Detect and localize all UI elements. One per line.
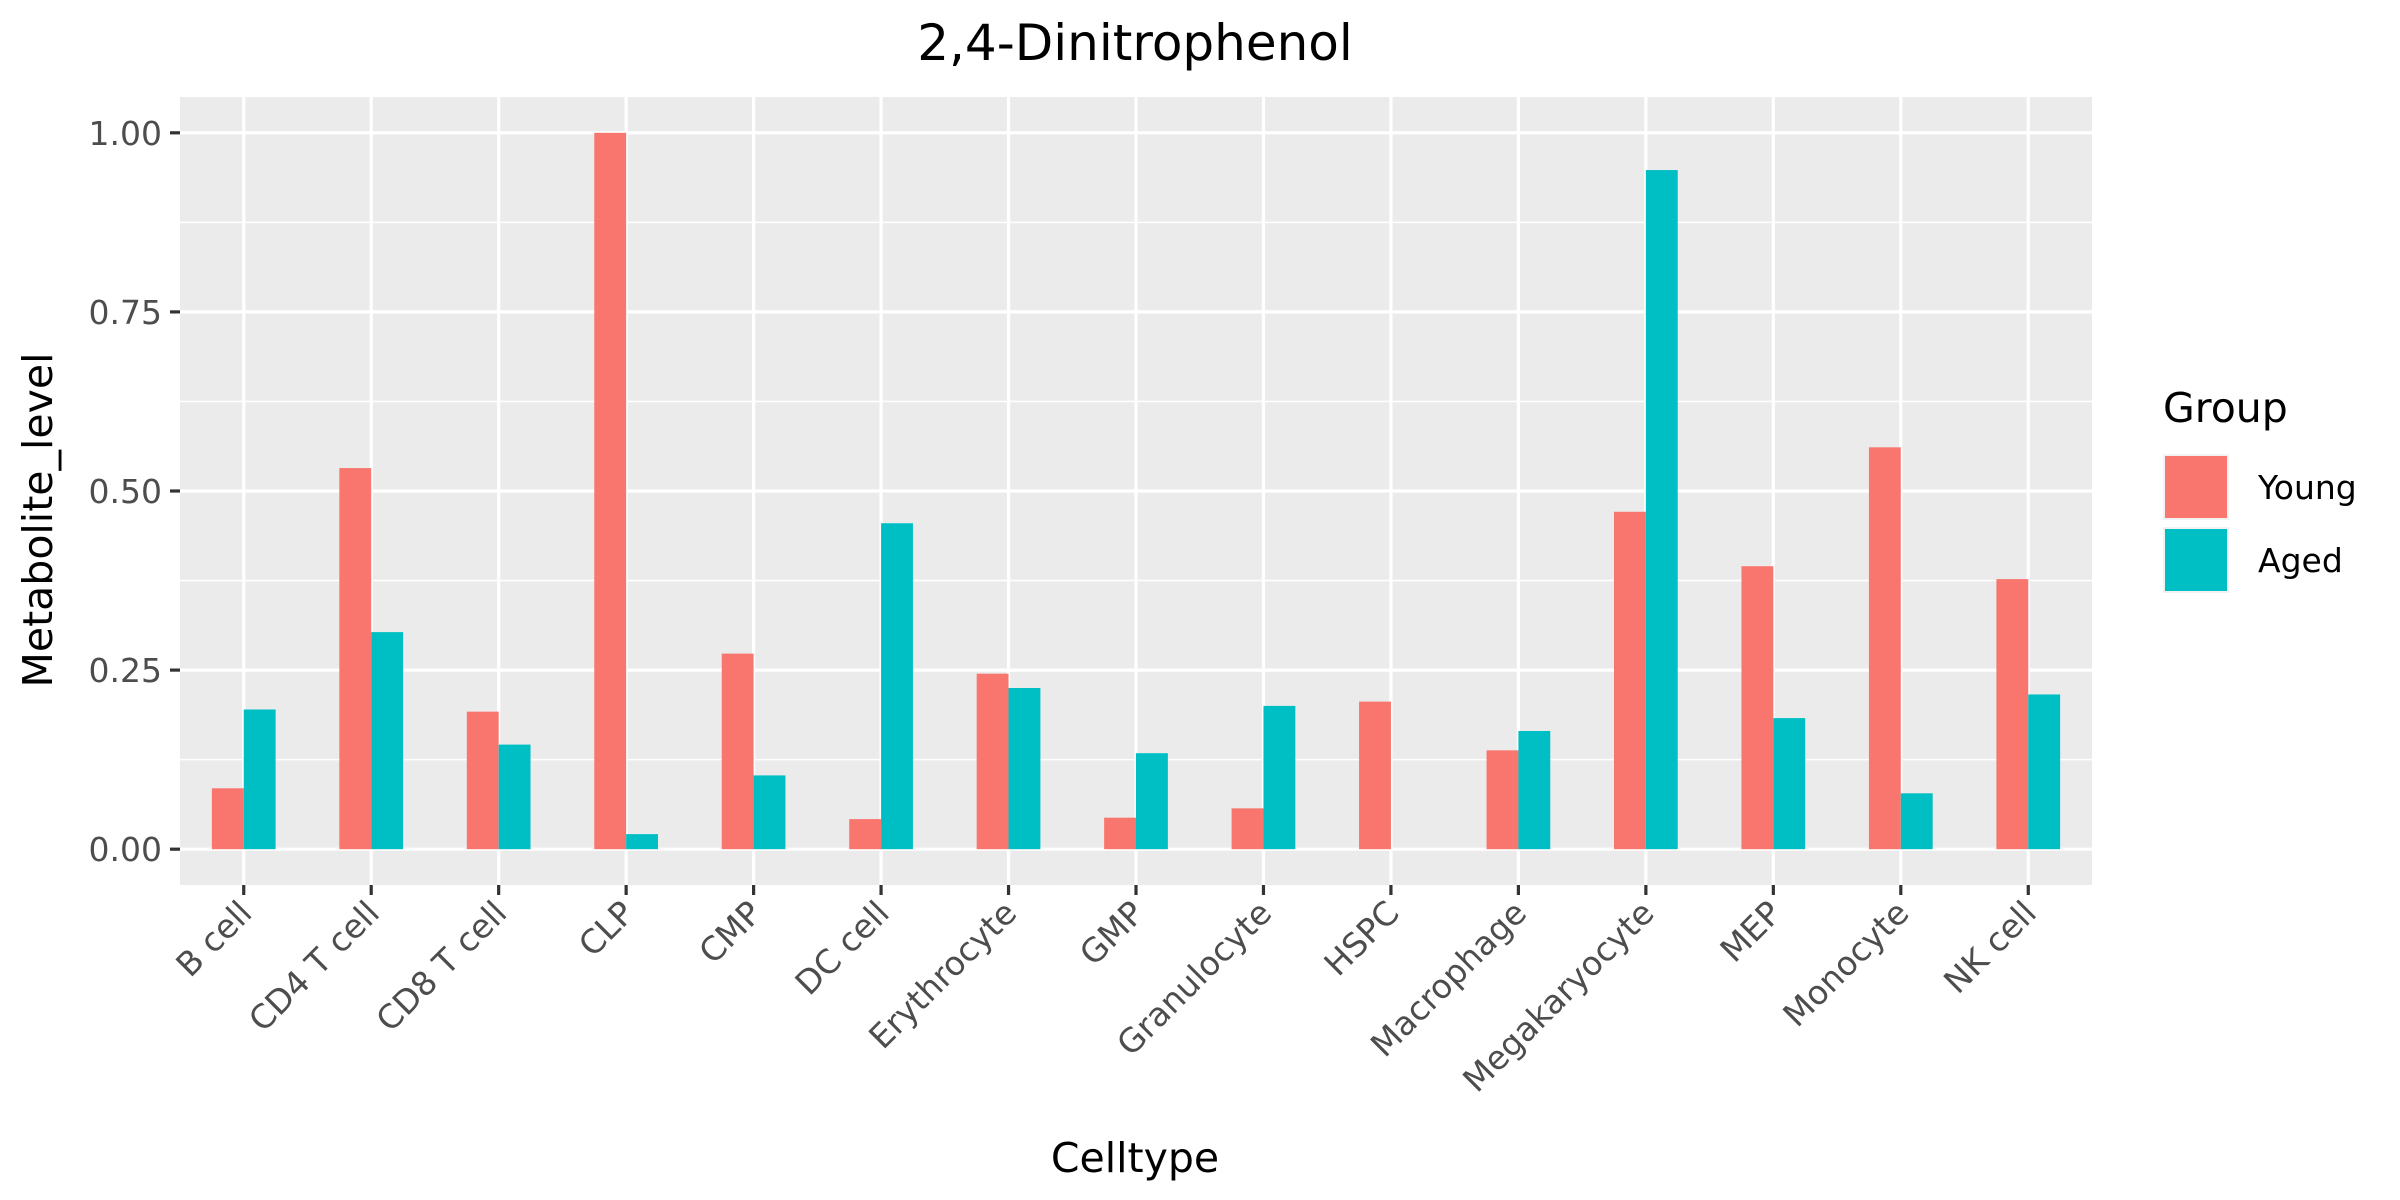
y-tick-label: 0.50	[89, 472, 162, 511]
bar-young-mep	[1741, 566, 1774, 850]
legend-swatch-young	[2165, 456, 2227, 518]
bar-young-hspc	[1359, 701, 1391, 850]
bar-aged-macrophage	[1518, 730, 1551, 850]
legend-title: Group	[2163, 384, 2288, 432]
bar-aged-gmp	[1136, 753, 1168, 850]
x-tick-label: MEP	[1712, 893, 1789, 970]
bar-aged-cd4-t-cell	[371, 632, 404, 850]
bar-young-macrophage	[1486, 750, 1519, 850]
legend-label-aged: Aged	[2258, 541, 2343, 580]
bar-young-granulocyte	[1231, 808, 1264, 850]
bars	[211, 132, 2061, 850]
bar-young-monocyte	[1868, 447, 1901, 850]
x-tick-label: GMP	[1072, 893, 1152, 973]
x-tick-label: Monocyte	[1775, 893, 1916, 1034]
x-tick-label: CMP	[691, 893, 769, 971]
bar-young-cd4-t-cell	[339, 468, 372, 850]
x-axis-title: Celltype	[1051, 1134, 1219, 1182]
y-tick-label: 0.25	[89, 651, 162, 690]
bar-aged-nk-cell	[2028, 694, 2061, 850]
bar-young-dc-cell	[849, 819, 882, 850]
x-tick-label: CD8 T cell	[368, 893, 514, 1039]
bar-young-gmp	[1104, 817, 1136, 850]
x-tick-label: DC cell	[787, 893, 896, 1002]
bar-young-clp	[594, 132, 627, 850]
bar-aged-megakaryocyte	[1645, 170, 1678, 850]
bar-aged-b-cell	[243, 709, 276, 850]
y-tick-label: 0.00	[89, 830, 162, 869]
bar-young-b-cell	[211, 788, 244, 850]
x-tick-label: CD4 T cell	[241, 893, 387, 1039]
bar-aged-dc-cell	[881, 523, 913, 850]
y-axis: 0.00 0.25 0.50 0.75 1.00	[89, 114, 180, 869]
bar-young-erythrocyte	[976, 673, 1009, 850]
bar-aged-granulocyte	[1263, 705, 1296, 850]
bar-aged-erythrocyte	[1008, 688, 1041, 850]
x-tick-label: NK cell	[1936, 893, 2044, 1001]
bar-aged-cmp	[753, 775, 786, 850]
bar-aged-clp	[626, 834, 658, 850]
y-axis-title: Metabolite_level	[14, 353, 62, 688]
x-tick-label: CLP	[571, 893, 642, 964]
bar-aged-monocyte	[1900, 793, 1933, 850]
legend-label-young: Young	[2257, 468, 2357, 507]
legend: Group Young Aged	[2163, 384, 2357, 593]
bar-young-cd8-t-cell	[466, 711, 499, 850]
x-tick-label: B cell	[168, 893, 259, 984]
bar-aged-cd8-t-cell	[498, 744, 531, 850]
bar-young-nk-cell	[1996, 579, 2029, 850]
bar-young-cmp	[721, 653, 754, 850]
chart-title: 2,4-Dinitrophenol	[917, 14, 1353, 72]
bar-young-megakaryocyte	[1614, 511, 1646, 850]
y-tick-label: 1.00	[89, 114, 162, 153]
x-tick-label: HSPC	[1316, 893, 1406, 983]
bar-aged-mep	[1773, 718, 1806, 850]
legend-swatch-aged	[2165, 529, 2227, 591]
y-tick-label: 0.75	[89, 293, 162, 332]
